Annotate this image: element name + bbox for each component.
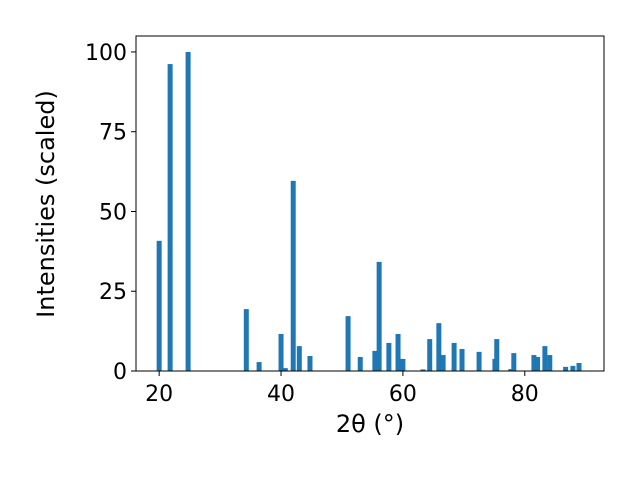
bar bbox=[156, 240, 162, 371]
x-tick-label: 80 bbox=[511, 382, 539, 407]
bar bbox=[531, 355, 537, 371]
bar bbox=[508, 369, 514, 371]
bar bbox=[547, 355, 553, 371]
bar bbox=[282, 368, 288, 371]
bar bbox=[256, 362, 262, 371]
bar bbox=[167, 64, 173, 372]
bar bbox=[494, 339, 500, 371]
bar bbox=[372, 350, 378, 371]
y-tick-label: 25 bbox=[99, 280, 127, 305]
bar bbox=[185, 51, 191, 371]
bar bbox=[376, 261, 382, 371]
bar bbox=[278, 333, 284, 371]
bar bbox=[563, 366, 569, 371]
bar bbox=[576, 363, 582, 371]
x-tick-label: 20 bbox=[145, 382, 173, 407]
bar bbox=[570, 365, 576, 371]
bar bbox=[307, 356, 313, 371]
bar bbox=[476, 351, 482, 371]
y-tick-label: 50 bbox=[99, 200, 127, 225]
x-tick-label: 40 bbox=[267, 382, 295, 407]
x-tick-label: 60 bbox=[389, 382, 417, 407]
bar bbox=[357, 356, 363, 371]
bar bbox=[395, 333, 401, 371]
bar bbox=[459, 348, 465, 371]
bar bbox=[427, 339, 433, 371]
bar bbox=[436, 323, 442, 371]
plot-frame bbox=[135, 35, 605, 372]
bar bbox=[243, 309, 249, 371]
bar bbox=[511, 353, 517, 371]
bar bbox=[400, 358, 406, 371]
y-axis-label: Intensities (scaled) bbox=[32, 90, 60, 318]
x-axis-label: 2θ (°) bbox=[336, 410, 404, 438]
y-tick-label: 0 bbox=[113, 360, 127, 385]
bar bbox=[542, 346, 548, 371]
bar bbox=[440, 355, 446, 371]
bar bbox=[296, 346, 302, 371]
bar bbox=[386, 342, 392, 371]
bar bbox=[345, 316, 351, 371]
bar bbox=[451, 342, 457, 371]
bar bbox=[535, 356, 541, 371]
y-tick-label: 75 bbox=[99, 121, 127, 146]
bar bbox=[290, 180, 296, 371]
y-tick-label: 100 bbox=[85, 41, 127, 66]
bar bbox=[420, 369, 426, 371]
